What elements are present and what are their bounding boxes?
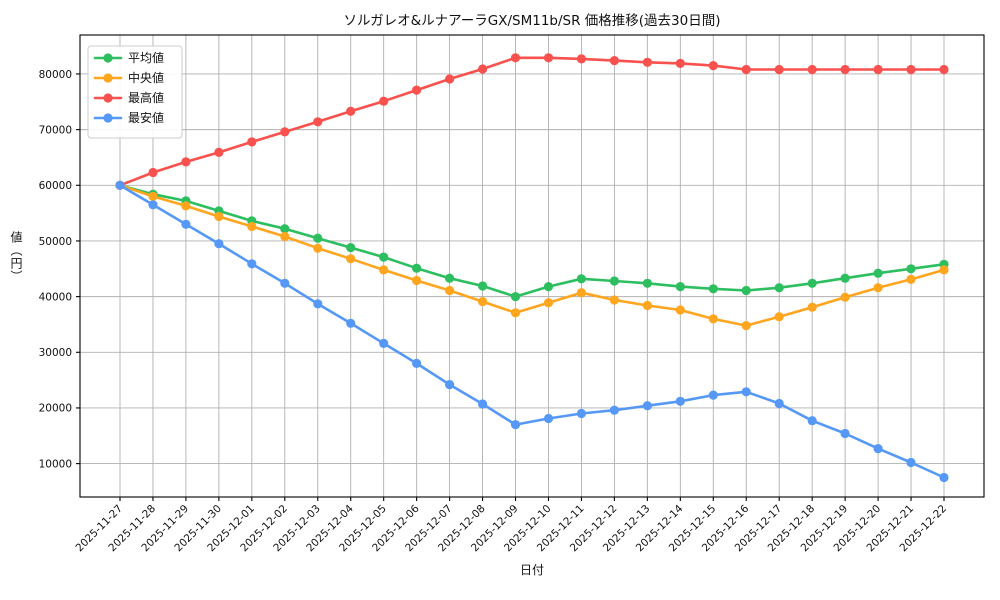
legend-item-min: 最安値 [93,110,164,125]
y-tick-label: 40000 [39,291,72,303]
chart-title: ソルガレオ&ルナアーラGX/SM11b/SR 価格推移(過去30日間) [343,13,720,29]
series-median [115,180,949,331]
y-axis-title: 値（円） [9,231,23,283]
x-axis-title: 日付 [520,563,544,577]
x-tick-labels: 2025-11-272025-11-282025-11-292025-11-30… [73,502,949,554]
legend-marker-dot [103,53,113,63]
legend-marker-dot [103,93,113,103]
series-median-markers [115,180,949,331]
y-tick-labels: 10000 20000 30000 40000 50000 60000 70000 80000 [39,69,72,471]
y-tick-label: 60000 [39,180,72,192]
legend-item-max: 最高値 [93,90,164,105]
legend-item-average: 平均値 [93,50,164,65]
series-average-line [118,184,946,298]
legend-marker-dot [103,73,113,83]
y-tick-label: 50000 [39,236,72,248]
series-min-markers [115,180,949,483]
legend-box [87,45,183,139]
series-max-line [118,56,946,187]
legend-label: 中央値 [128,70,164,85]
legend-item-median: 中央値 [93,70,164,85]
y-tick-label: 10000 [39,458,72,470]
series-min-line [118,184,946,479]
y-tick-label: 80000 [39,69,72,81]
y-tick-label: 20000 [39,403,72,415]
y-tick-label: 70000 [39,124,72,136]
series-max [115,53,949,190]
y-tick-label: 30000 [39,347,72,359]
legend-label: 最安値 [128,110,164,125]
legend-label: 平均値 [128,50,164,65]
series-median-line [118,184,946,327]
grid-lines [80,35,984,497]
plot-area: 10000 20000 30000 40000 50000 60000 70000 80000… [39,34,985,554]
series-min [115,180,949,483]
legend-marker-dot [103,113,113,123]
legend-label: 最高値 [128,90,164,105]
series-max-markers [115,53,949,190]
axes-frame [76,34,985,501]
